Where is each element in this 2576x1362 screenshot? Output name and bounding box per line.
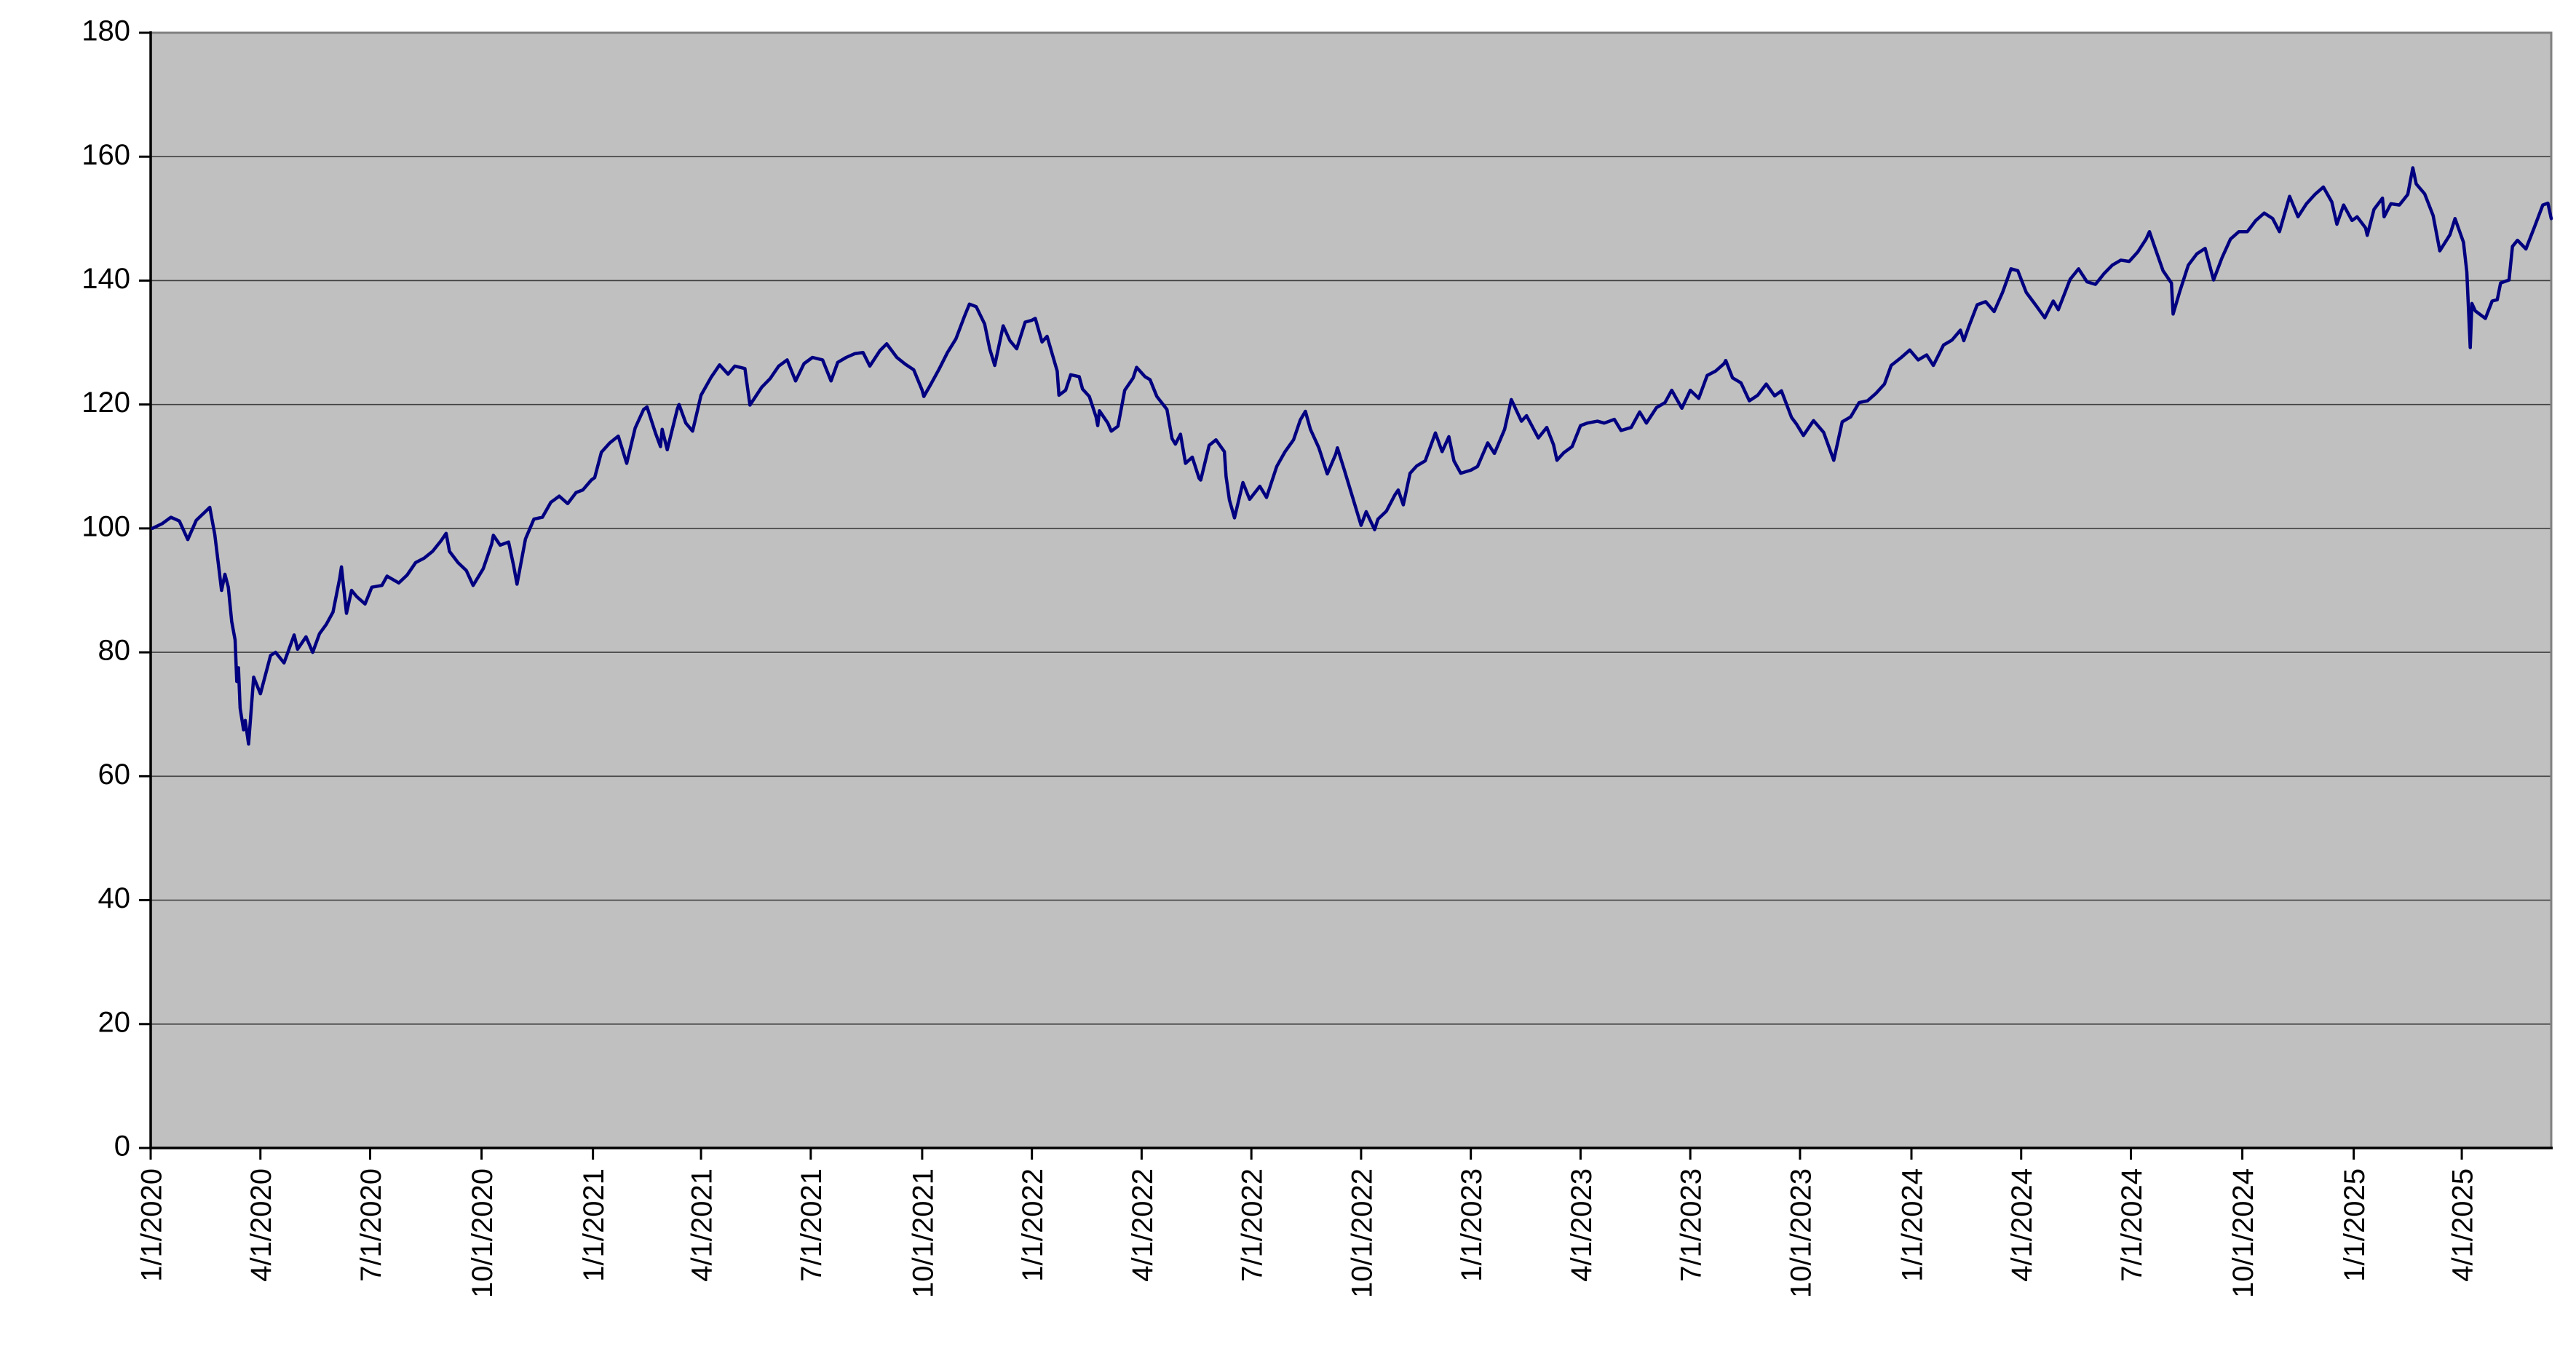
y-axis-label: 140 <box>82 263 130 295</box>
x-axis-label: 7/1/2024 <box>2116 1168 2148 1282</box>
y-axis-label: 120 <box>82 387 130 419</box>
y-axis-label: 160 <box>82 139 130 171</box>
x-axis-label: 1/1/2023 <box>1456 1168 1488 1282</box>
x-axis-label: 1/1/2022 <box>1017 1168 1049 1282</box>
x-axis-label: 7/1/2023 <box>1676 1168 1708 1282</box>
data-series-line <box>151 166 2553 746</box>
y-axis-label: 80 <box>98 635 131 667</box>
y-axis-label: 180 <box>82 15 130 47</box>
y-axis-label: 100 <box>82 510 130 542</box>
plot-area <box>151 33 2551 1148</box>
y-axis-label: 20 <box>98 1006 131 1038</box>
x-axis-label: 10/1/2023 <box>1785 1168 1817 1298</box>
x-axis-label: 7/1/2022 <box>1237 1168 1269 1282</box>
x-axis-label: 1/1/2021 <box>578 1168 610 1282</box>
x-axis-label: 10/1/2021 <box>907 1168 939 1298</box>
y-axis-label: 0 <box>114 1131 130 1163</box>
x-axis-label: 4/1/2020 <box>245 1168 277 1282</box>
x-axis-label: 1/1/2024 <box>1896 1168 1928 1282</box>
x-axis-label: 4/1/2025 <box>2446 1168 2478 1282</box>
x-axis-label: 10/1/2022 <box>1346 1168 1378 1298</box>
x-axis-label: 10/1/2020 <box>467 1168 499 1298</box>
x-axis-label: 4/1/2023 <box>1566 1168 1598 1282</box>
x-axis-label: 7/1/2020 <box>355 1168 387 1282</box>
y-axis-label: 40 <box>98 882 131 914</box>
x-axis-label: 4/1/2021 <box>686 1168 718 1282</box>
x-axis-label: 4/1/2022 <box>1127 1168 1159 1282</box>
x-axis-label: 1/1/2020 <box>135 1168 167 1282</box>
x-axis-label: 1/1/2025 <box>2339 1168 2371 1282</box>
x-axis-label: 7/1/2021 <box>796 1168 828 1282</box>
x-axis-label: 4/1/2024 <box>2006 1168 2038 1282</box>
y-axis-label: 60 <box>98 759 131 791</box>
x-axis-label: 10/1/2024 <box>2227 1168 2259 1298</box>
